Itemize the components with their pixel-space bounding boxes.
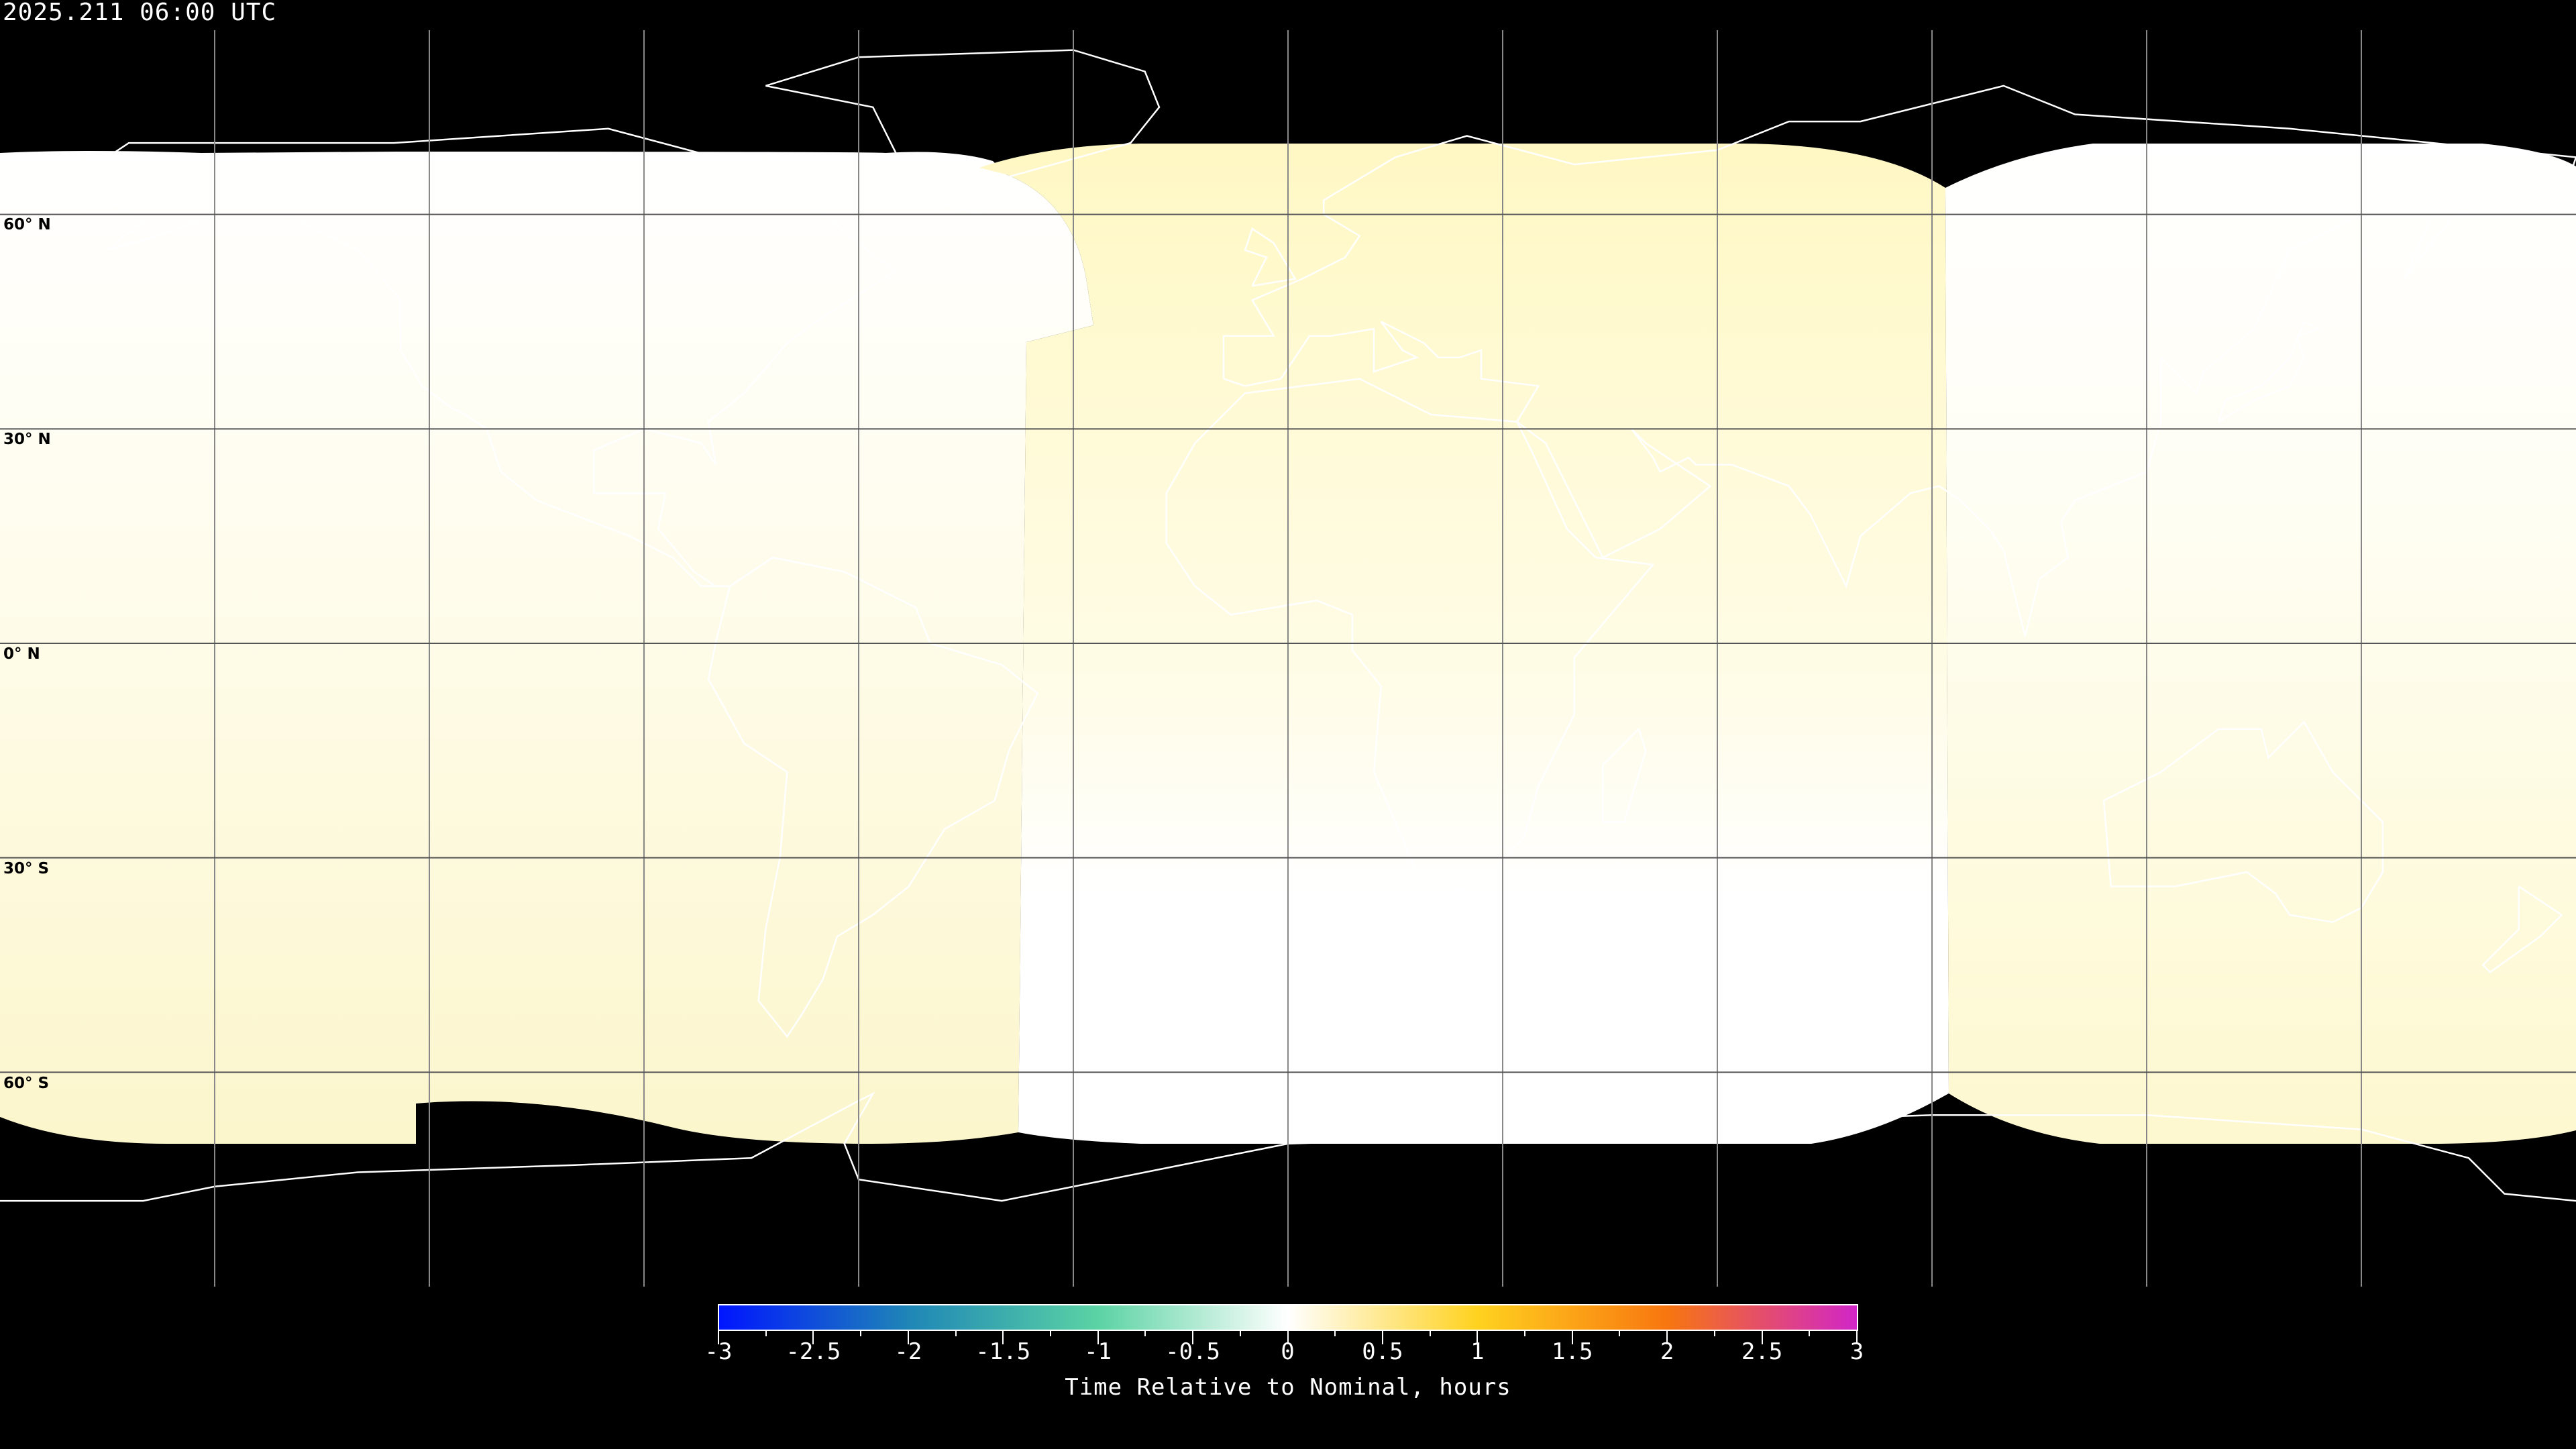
coastline-south-america xyxy=(707,556,1039,1038)
colorbar-tick-label: -2 xyxy=(894,1338,922,1365)
lat-label-60s: 60° S xyxy=(3,1075,50,1092)
colorbar-major-tick xyxy=(1192,1331,1194,1344)
colorbar-tick-label: 2.5 xyxy=(1741,1338,1783,1365)
coastline-madagascar xyxy=(1602,727,1647,823)
colorbar-major-tick xyxy=(1477,1331,1479,1344)
colorbar-minor-tick xyxy=(1239,1331,1241,1336)
colorbar-minor-tick xyxy=(1524,1331,1526,1336)
colorbar-minor-tick xyxy=(860,1331,862,1336)
colorbar-major-tick xyxy=(1571,1331,1573,1344)
colorbar-minor-tick xyxy=(1144,1331,1146,1336)
colorbar-major-tick xyxy=(1761,1331,1763,1344)
coastline-australia xyxy=(2102,720,2384,923)
colorbar-minor-tick xyxy=(1334,1331,1336,1336)
coastline-north-america xyxy=(85,127,896,588)
colorbar-minor-tick xyxy=(1429,1331,1431,1336)
colorbar-major-tick xyxy=(718,1331,719,1344)
colorbar-major-tick xyxy=(1856,1331,1858,1344)
colorbar-tick-label: 0 xyxy=(1281,1338,1295,1365)
coastline-japan xyxy=(2217,320,2321,423)
colorbar-major-tick xyxy=(1381,1331,1383,1344)
lat-label-30n: 30° N xyxy=(3,431,51,448)
colorbar-minor-tick xyxy=(955,1331,957,1336)
colorbar-tick-label: -0.5 xyxy=(1165,1338,1221,1365)
colorbar-major-tick xyxy=(1287,1331,1289,1344)
colorbar-label: Time Relative to Nominal, hours xyxy=(1065,1374,1511,1401)
world-map xyxy=(0,30,2576,1287)
colorbar-tick-label: 2 xyxy=(1660,1338,1674,1365)
colorbar-tick-label: 1.5 xyxy=(1552,1338,1593,1365)
colorbar-tick-label: -1 xyxy=(1084,1338,1112,1365)
colorbar-minor-tick xyxy=(1619,1331,1621,1336)
lat-lon-grid xyxy=(0,30,2576,1287)
colorbar xyxy=(718,1304,1858,1331)
colorbar-major-tick xyxy=(1002,1331,1004,1344)
lat-label-0n: 0° N xyxy=(3,645,40,663)
coastline-new-zealand xyxy=(2481,885,2563,973)
lat-label-30s: 30° S xyxy=(3,860,50,877)
lat-label-60n: 60° N xyxy=(3,216,51,233)
colorbar-tick-label: -3 xyxy=(704,1338,733,1365)
coastline-africa xyxy=(1165,378,1655,895)
coastline-great-britain xyxy=(1244,227,1297,287)
colorbar-tick-label: -2.5 xyxy=(786,1338,841,1365)
colorbar-tick-label: 3 xyxy=(1849,1338,1864,1365)
colorbar-major-tick xyxy=(1666,1331,1668,1344)
colorbar-tick-label: 0.5 xyxy=(1362,1338,1403,1365)
coverage-west-satellite xyxy=(0,151,1093,1144)
colorbar-major-tick xyxy=(812,1331,814,1344)
colorbar-minor-tick xyxy=(1809,1331,1811,1336)
colorbar-minor-tick xyxy=(1713,1331,1715,1336)
colorbar-tick-label: -1.5 xyxy=(975,1338,1031,1365)
colorbar-minor-tick xyxy=(1049,1331,1051,1336)
colorbar-major-tick xyxy=(907,1331,909,1344)
timestamp-title: 2025.211 06:00 UTC xyxy=(3,0,277,26)
colorbar-tick-label: 1 xyxy=(1470,1338,1485,1365)
colorbar-minor-tick xyxy=(765,1331,767,1336)
coastline-eurasia xyxy=(1222,85,2576,637)
colorbar-major-tick xyxy=(1097,1331,1099,1344)
coastline-greenland xyxy=(765,49,1161,216)
